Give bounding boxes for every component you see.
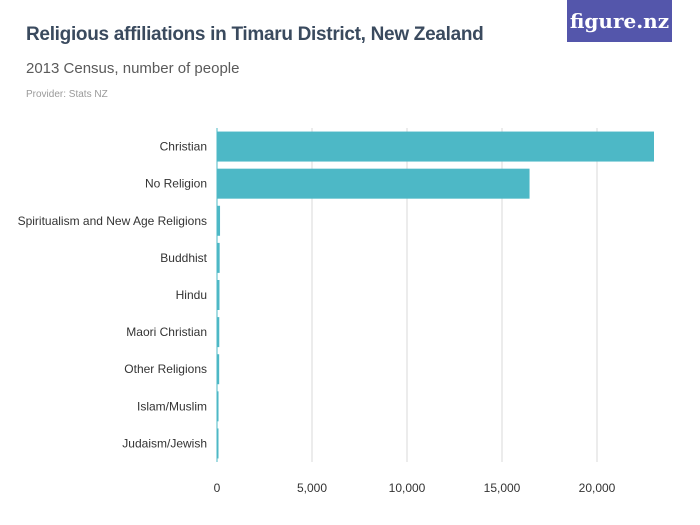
bar-2 <box>217 205 221 236</box>
bar-7 <box>217 391 219 422</box>
bar-6 <box>217 354 220 385</box>
bar-3 <box>217 242 220 273</box>
bar-8 <box>217 428 219 459</box>
category-label-6: Other Religions <box>124 362 207 376</box>
bar-0 <box>217 131 654 162</box>
provider-label: Provider: Stats NZ <box>26 89 108 100</box>
chart-subtitle: 2013 Census, number of people <box>26 60 240 77</box>
x-tick-label-1: 5,000 <box>297 481 327 495</box>
category-label-4: Hindu <box>176 288 207 302</box>
category-label-7: Islam/Muslim <box>137 399 207 413</box>
logo-text: figure.nz <box>569 9 670 33</box>
category-label-2: Spiritualism and New Age Religions <box>18 214 207 228</box>
figure-nz-logo[interactable]: figure.nz <box>567 0 672 42</box>
x-tick-label-2: 10,000 <box>389 481 426 495</box>
x-tick-label-4: 20,000 <box>579 481 616 495</box>
category-label-0: Christian <box>160 140 207 154</box>
bar-4 <box>217 280 220 310</box>
bar-1 <box>217 168 530 199</box>
x-tick-label-3: 15,000 <box>484 481 521 495</box>
x-tick-label-0: 0 <box>214 481 221 495</box>
category-label-5: Maori Christian <box>126 325 207 339</box>
category-label-1: No Religion <box>145 177 207 191</box>
bar-5 <box>217 317 220 348</box>
chart-title: Religious affiliations in Timaru Distric… <box>26 24 484 45</box>
category-label-3: Buddhist <box>160 251 207 265</box>
category-label-8: Judaism/Jewish <box>122 436 207 450</box>
